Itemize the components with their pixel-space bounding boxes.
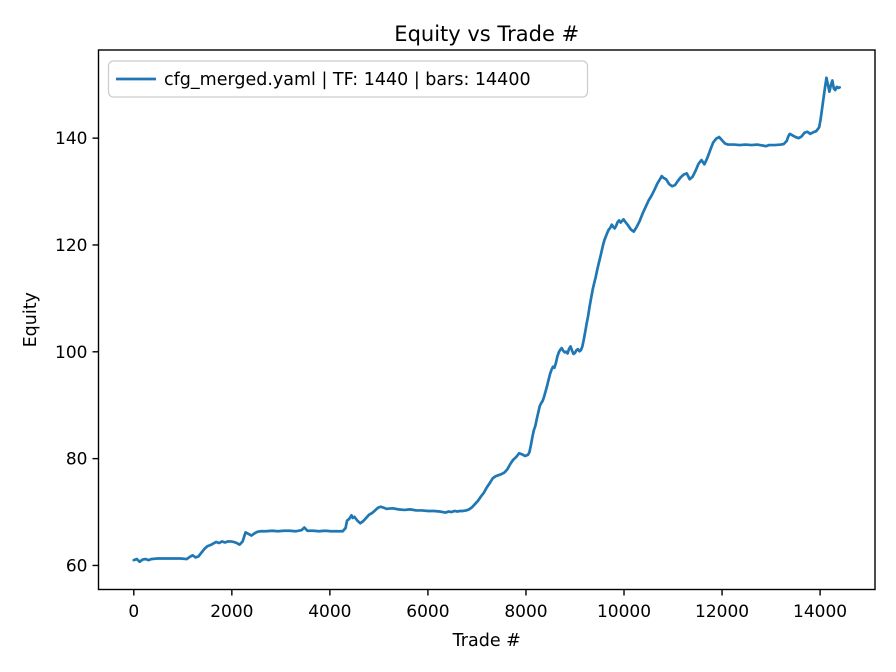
y-tick-label: 60: [66, 556, 88, 576]
legend-label: cfg_merged.yaml | TF: 1440 | bars: 14400: [164, 70, 531, 90]
x-tick-label: 8000: [504, 602, 547, 622]
y-tick-label: 120: [55, 236, 87, 256]
y-tick-label: 100: [55, 343, 87, 363]
x-tick-label: 4000: [308, 602, 351, 622]
x-tick-label: 6000: [406, 602, 449, 622]
axes: 0 2000 4000 6000 8000 10000 12000 14000 60 80 100 1…: [55, 49, 876, 622]
y-tick-label: 140: [55, 129, 87, 149]
plot-border: [97, 49, 876, 591]
x-axis-label: Trade #: [452, 631, 521, 651]
x-tick-label: 10000: [597, 602, 651, 622]
y-tick-label: 80: [66, 450, 88, 470]
x-tick-label: 2000: [210, 602, 253, 622]
y-axis-label: Equity: [21, 292, 41, 347]
legend-box: [107, 60, 589, 98]
legend: cfg_merged.yaml | TF: 1440 | bars: 14400: [107, 60, 589, 98]
x-tick-label: 12000: [695, 602, 749, 622]
x-tick-label: 14000: [793, 602, 847, 622]
chart-title: Equity vs Trade #: [394, 22, 579, 46]
x-tick-label: 0: [128, 602, 139, 622]
equity-curve: [132, 76, 842, 564]
plot-area: [132, 76, 842, 564]
